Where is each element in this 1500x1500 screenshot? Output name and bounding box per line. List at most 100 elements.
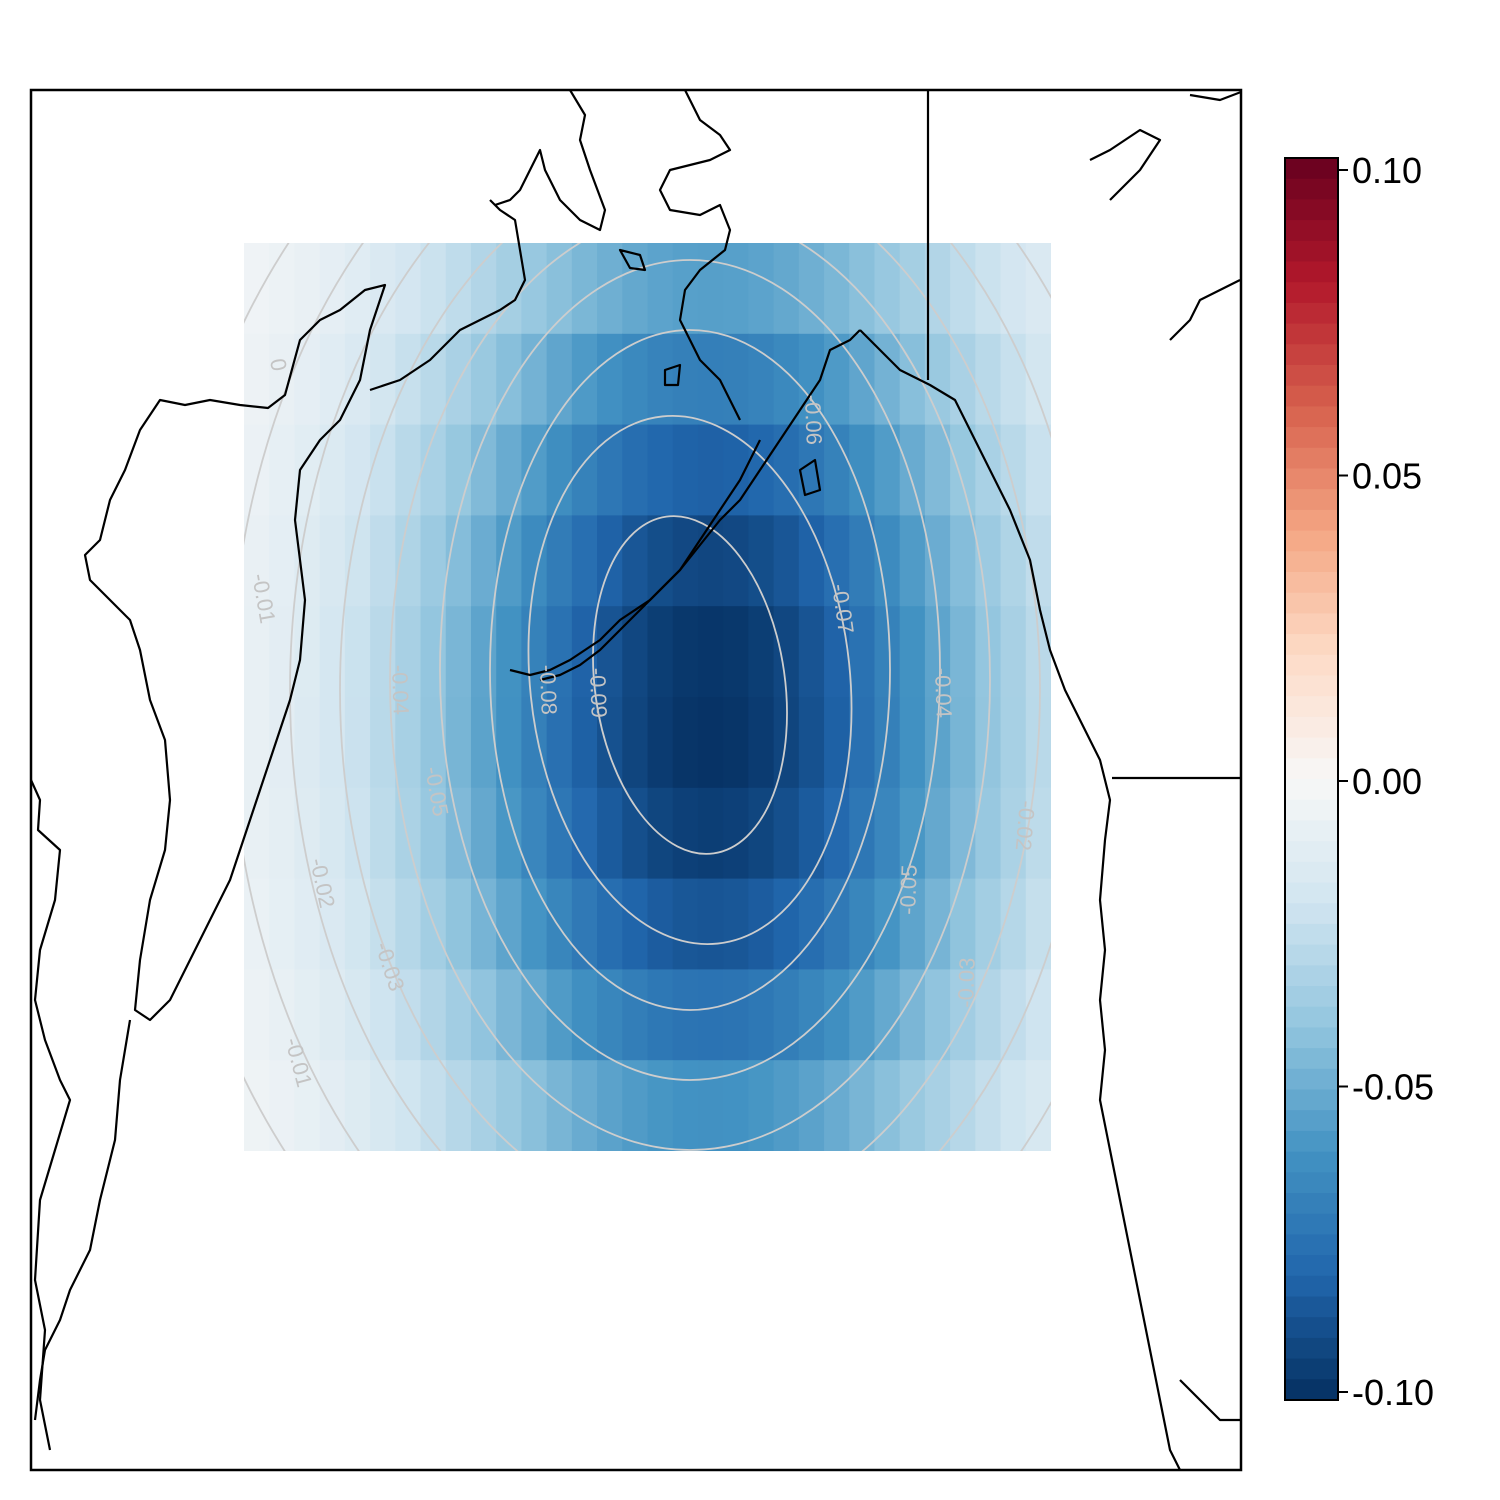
heatmap-cell — [395, 787, 422, 880]
heatmap-cell — [824, 787, 850, 880]
heatmap-cell — [773, 243, 800, 335]
heatmap-cell — [521, 515, 548, 607]
heatmap-cell — [748, 969, 775, 1061]
heatmap-cell — [647, 606, 674, 698]
heatmap-cell — [697, 424, 724, 516]
heatmap-cell — [294, 1060, 321, 1151]
colorbar-segment — [1285, 1130, 1338, 1153]
colorbar-segment — [1285, 302, 1338, 325]
contour-level-04 — [339, 243, 1041, 1151]
heatmap-cell — [269, 243, 296, 335]
heatmap-cell — [723, 697, 749, 789]
heatmap-cell — [319, 424, 346, 516]
heatmap-cell — [370, 697, 396, 789]
heatmap-cell — [521, 697, 548, 789]
colorbar-segment — [1285, 758, 1338, 780]
heatmap-cell — [470, 697, 497, 789]
colorbar-tick-label: 0.00 — [1352, 761, 1422, 802]
colorbar-segment — [1285, 530, 1338, 552]
heatmap-cell — [269, 424, 296, 516]
heatmap-cell — [496, 787, 523, 880]
heatmap-cell — [496, 333, 523, 426]
heatmap-cell — [748, 1060, 775, 1151]
heatmap-cell — [395, 424, 422, 516]
coastline-kamchatka — [83, 283, 387, 1022]
heatmap-cell — [1000, 969, 1027, 1061]
heatmap-cell — [1000, 333, 1027, 426]
colorbar: 0.10 0.05 0.00 -0.05 -0.10 — [1284, 150, 1434, 1413]
heatmap-cell — [924, 787, 951, 880]
colorbar-segment — [1285, 1358, 1338, 1380]
heatmap-cell — [244, 333, 270, 426]
contour-label: -0.09 — [585, 667, 612, 718]
contour-level-07 — [489, 329, 891, 1011]
colorbar-frame — [1284, 157, 1339, 1401]
heatmap-cell — [420, 515, 447, 607]
contour-level-09 — [592, 515, 788, 855]
heatmap-cell — [924, 969, 951, 1061]
heatmap-cell — [723, 243, 749, 335]
colorbar-segment — [1285, 199, 1338, 221]
heatmap-cell — [849, 606, 876, 698]
heatmap-cell — [975, 878, 1002, 970]
heatmap-cell — [672, 969, 699, 1061]
heatmap-cell — [294, 969, 321, 1061]
heatmap-cell — [647, 1060, 674, 1151]
heatmap-cell — [975, 243, 1002, 335]
heatmap-cell — [950, 606, 976, 698]
heatmap-cell — [370, 969, 396, 1061]
heatmap-cell — [370, 515, 396, 607]
heatmap-cell — [571, 878, 598, 970]
colorbar-segment — [1285, 1027, 1338, 1049]
heatmap-cell — [597, 1060, 623, 1151]
heatmap-cell — [546, 878, 573, 970]
heatmap-cell — [521, 878, 548, 970]
heatmap-cell — [546, 787, 573, 880]
colorbar-tick-label: -0.10 — [1352, 1372, 1434, 1413]
heatmap-cell — [622, 333, 649, 426]
heatmap-cell — [748, 243, 775, 335]
heatmap-cell — [950, 333, 976, 426]
heatmap-cell — [496, 697, 523, 789]
heatmap-cell — [1025, 424, 1051, 516]
heatmap-cell — [370, 424, 396, 516]
colorbar-ticks: 0.10 0.05 0.00 -0.05 -0.10 — [1338, 150, 1434, 1413]
colorbar-segment — [1285, 1068, 1338, 1091]
heatmap-cell — [319, 969, 346, 1061]
heatmap-cell — [798, 697, 825, 789]
contour-label: -0.03 — [953, 957, 980, 1008]
colorbar-segment — [1285, 882, 1338, 904]
heatmap-cell — [975, 969, 1002, 1061]
contour-label: -0.06 — [800, 394, 827, 445]
anomaly-heatmap — [244, 243, 1051, 1151]
heatmap-cell — [824, 1060, 850, 1151]
heatmap-cell — [269, 969, 296, 1061]
heatmap-cell — [1000, 606, 1027, 698]
heatmap-cell — [571, 1060, 598, 1151]
heatmap-cell — [1000, 1060, 1027, 1151]
heatmap-cell — [647, 424, 674, 516]
heatmap-cell — [470, 515, 497, 607]
colorbar-tick-label: 0.05 — [1352, 456, 1422, 497]
colorbar-segment — [1285, 178, 1338, 200]
heatmap-cell — [445, 878, 472, 970]
heatmap-cell — [899, 1060, 926, 1151]
heatmap-cell — [571, 969, 598, 1061]
heatmap-cell — [924, 515, 951, 607]
heatmap-cell — [370, 787, 396, 880]
colorbar-segment — [1285, 468, 1338, 490]
heatmap-cell — [470, 969, 497, 1061]
heatmap-cell — [445, 606, 472, 698]
heatmap-cell — [950, 969, 976, 1061]
heatmap-cell — [824, 243, 850, 335]
coastline-california — [1179, 1379, 1241, 1422]
colorbar-segment — [1285, 1193, 1338, 1215]
heatmap-cell — [344, 1060, 371, 1151]
heatmap-cell — [571, 424, 598, 516]
heatmap-cell — [370, 878, 396, 970]
coastline-north-canada — [1089, 128, 1162, 201]
colorbar-segment — [1285, 220, 1338, 242]
heatmap-cell — [521, 787, 548, 880]
heatmap-cell — [546, 1060, 573, 1151]
heatmap-cell — [470, 333, 497, 426]
